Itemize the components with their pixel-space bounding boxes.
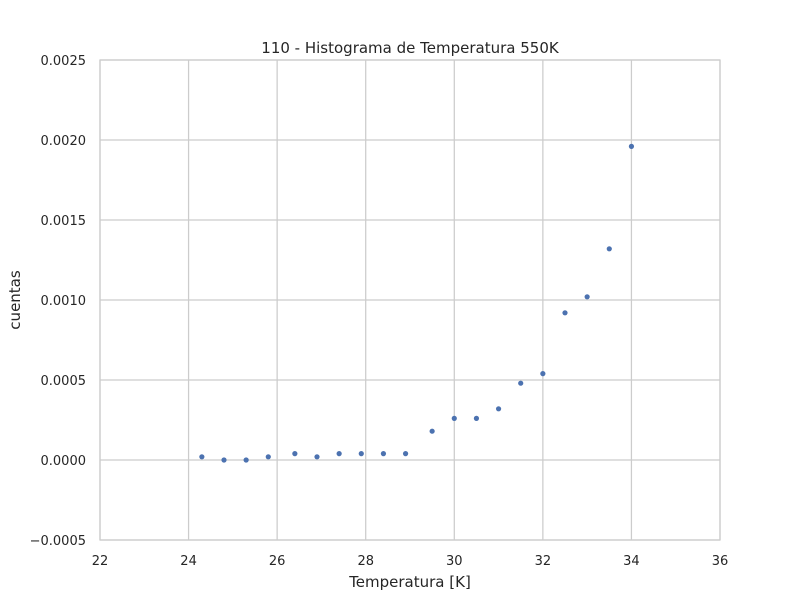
data-point [336, 451, 342, 457]
y-axis-label: cuentas [6, 270, 24, 330]
data-point [628, 143, 635, 149]
y-tick-label: 0.0000 [41, 454, 87, 469]
y-tick-label: −0.0005 [30, 534, 86, 549]
data-point [495, 406, 502, 412]
data-point [584, 294, 590, 300]
x-tick-label: 36 [712, 554, 729, 569]
data-point [473, 415, 480, 421]
y-tick-label: 0.0015 [41, 214, 87, 229]
chart-title: 110 - Histograma de Temperatura 550K [261, 39, 560, 57]
x-tick-label: 22 [92, 554, 109, 569]
data-point [314, 454, 320, 460]
x-tick-label: 30 [446, 554, 463, 569]
data-point [606, 246, 612, 252]
y-tick-label: 0.0020 [41, 134, 87, 149]
data-point [451, 415, 457, 421]
plot-frame [99, 59, 721, 541]
x-tick-labels: 22 24 26 28 30 32 34 36 [92, 554, 729, 569]
x-tick-label: 34 [623, 554, 640, 569]
data-point [243, 457, 249, 463]
data-point [562, 310, 568, 316]
y-tick-label: 0.0010 [41, 294, 87, 309]
data-point [199, 454, 205, 460]
data-point [540, 371, 546, 377]
x-tick-label: 24 [180, 554, 197, 569]
y-tick-label: 0.0025 [41, 54, 87, 69]
x-tick-label: 32 [535, 554, 552, 569]
data-point [358, 451, 364, 457]
x-axis-label: Temperatura [K] [348, 573, 471, 591]
data-point [265, 454, 271, 460]
x-tick-label: 28 [357, 554, 374, 569]
y-tick-labels: −0.0005 0.0000 0.0005 0.0010 0.0015 0.0020 0.0… [30, 54, 86, 549]
x-tick-label: 26 [269, 554, 286, 569]
data-point [221, 457, 227, 463]
data-point [429, 428, 435, 434]
data-point [380, 451, 387, 457]
data-point [292, 451, 298, 457]
y-tick-label: 0.0005 [41, 374, 87, 389]
data-point [518, 380, 524, 386]
data-point [402, 451, 409, 457]
data-points [199, 143, 635, 463]
